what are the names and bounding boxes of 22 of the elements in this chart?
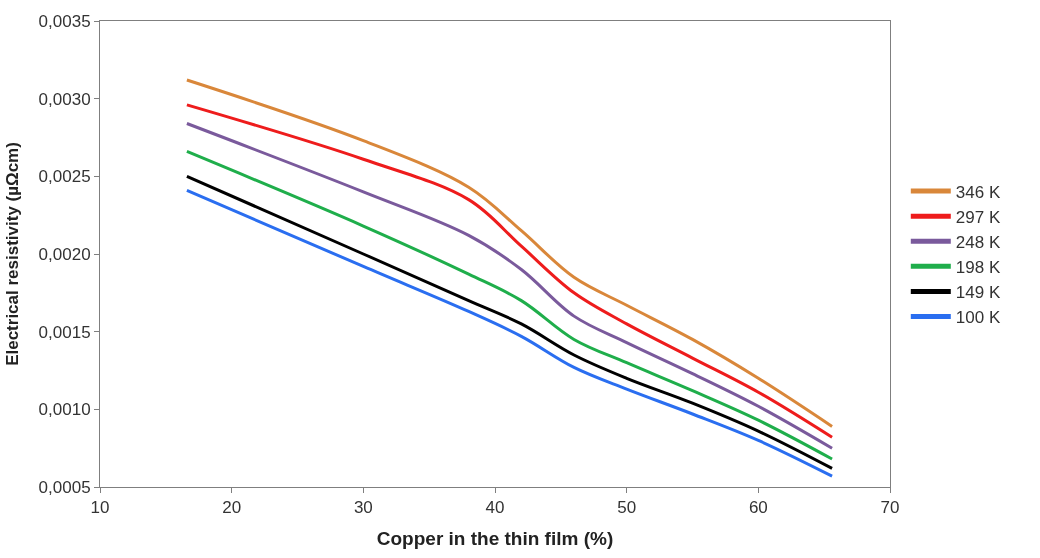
- y-tick-label: 0,0010: [38, 400, 91, 420]
- legend-label: 346 K: [955, 182, 1001, 202]
- y-tick-label: 0,0025: [38, 167, 91, 187]
- y-axis-title: Electrical resistivity (µΩcm): [3, 142, 23, 366]
- y-tick-label: 0,0005: [38, 477, 91, 497]
- legend-label: 198 K: [955, 257, 1001, 277]
- legend-label: 100 K: [955, 308, 1001, 328]
- x-tick-label: 60: [748, 498, 768, 518]
- y-tick-label: 0,0035: [38, 11, 91, 31]
- y-tick-label: 0,0030: [38, 89, 91, 109]
- y-tick-label: 0,0020: [38, 244, 91, 264]
- x-tick-label: 20: [222, 498, 242, 518]
- x-tick-label: 70: [880, 498, 900, 518]
- x-tick-label: 10: [90, 498, 110, 518]
- x-tick-label: 40: [485, 498, 505, 518]
- x-axis-title: Copper in the thin film (%): [376, 528, 614, 550]
- y-tick-label: 0,0015: [38, 322, 91, 342]
- legend-label: 248 K: [955, 232, 1001, 252]
- x-tick-label: 50: [617, 498, 637, 518]
- legend-label: 149 K: [955, 283, 1001, 303]
- x-tick-label: 30: [353, 498, 373, 518]
- legend-label: 297 K: [955, 207, 1001, 227]
